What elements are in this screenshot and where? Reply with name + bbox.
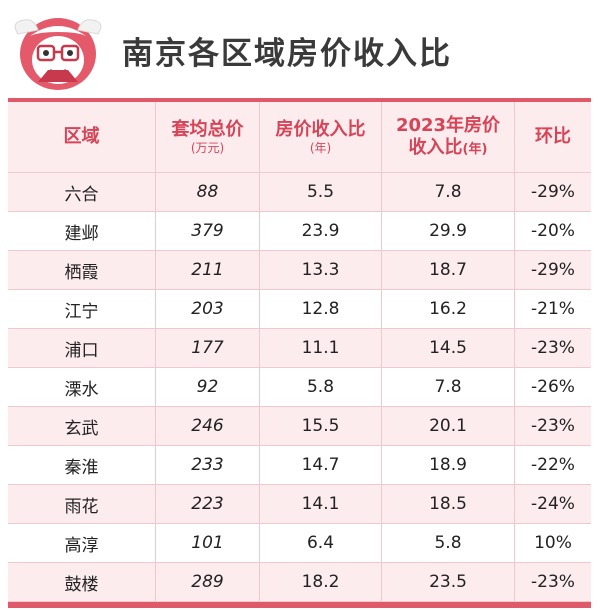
cell-district: 江宁 xyxy=(8,290,156,328)
cell-district: 秦淮 xyxy=(8,446,156,484)
cell-district: 溧水 xyxy=(8,368,156,406)
table-row: 鼓楼 289 18.2 23.5 -23% xyxy=(8,563,591,602)
cell-ratio-2023: 14.5 xyxy=(382,329,515,367)
data-table: 区域 套均总价 (万元) 房价收入比 (年) 2023年房价 收入比(年) 环比… xyxy=(8,98,591,608)
cell-ratio-2023: 18.7 xyxy=(382,251,515,289)
cell-district: 鼓楼 xyxy=(8,563,156,601)
cell-change: 10% xyxy=(534,533,572,553)
cell-ratio-2023: 7.8 xyxy=(382,368,515,406)
table-row: 栖霞 211 13.3 18.7 -29% xyxy=(8,251,591,290)
cell-change: -23% xyxy=(531,572,575,592)
cell-ratio-2023: 7.8 xyxy=(382,173,515,211)
cell-ratio: 11.1 xyxy=(260,329,382,367)
cell-ratio: 23.9 xyxy=(260,212,382,250)
cell-avg-price: 203 xyxy=(156,290,260,328)
cell-district: 六合 xyxy=(8,173,156,211)
header-avg-price: 套均总价 (万元) xyxy=(156,102,260,172)
cell-ratio: 15.5 xyxy=(260,407,382,445)
table-row: 浦口 177 11.1 14.5 -23% xyxy=(8,329,591,368)
cell-avg-price: 101 xyxy=(156,524,260,562)
mascot-logo-icon xyxy=(14,18,102,90)
header-change: 环比 xyxy=(535,126,571,148)
cell-district: 栖霞 xyxy=(8,251,156,289)
cell-district: 建邺 xyxy=(8,212,156,250)
table-bottom-border xyxy=(8,602,591,608)
cell-ratio: 5.5 xyxy=(260,173,382,211)
cell-ratio: 5.8 xyxy=(260,368,382,406)
header-ratio: 房价收入比 (年) xyxy=(260,102,382,172)
cell-change: -23% xyxy=(531,338,575,358)
cell-ratio-2023: 20.1 xyxy=(382,407,515,445)
table-top-border xyxy=(8,98,591,102)
cell-ratio: 14.1 xyxy=(260,485,382,523)
cell-avg-price: 88 xyxy=(156,173,260,211)
header-ratio-2023: 2023年房价 收入比(年) xyxy=(382,102,515,172)
header-district: 区域 xyxy=(8,102,156,172)
cell-change: -26% xyxy=(531,377,575,397)
header: 南京各区域房价收入比 xyxy=(0,0,600,95)
cell-ratio-2023: 16.2 xyxy=(382,290,515,328)
table-row: 高淳 101 6.4 5.8 10% xyxy=(8,524,591,563)
cell-district: 雨花 xyxy=(8,485,156,523)
cell-avg-price: 289 xyxy=(156,563,260,601)
cell-ratio-2023: 18.5 xyxy=(382,485,515,523)
cell-ratio-2023: 29.9 xyxy=(382,212,515,250)
cell-ratio-2023: 23.5 xyxy=(382,563,515,601)
cell-change: -22% xyxy=(531,455,575,475)
cell-district: 浦口 xyxy=(8,329,156,367)
cell-ratio-2023: 18.9 xyxy=(382,446,515,484)
cell-avg-price: 211 xyxy=(156,251,260,289)
cell-ratio: 6.4 xyxy=(260,524,382,562)
table-row: 江宁 203 12.8 16.2 -21% xyxy=(8,290,591,329)
cell-ratio-2023: 5.8 xyxy=(382,524,515,562)
table-row: 六合 88 5.5 7.8 -29% xyxy=(8,173,591,212)
cell-change: -24% xyxy=(531,494,575,514)
cell-ratio: 13.3 xyxy=(260,251,382,289)
cell-avg-price: 379 xyxy=(156,212,260,250)
table-header-row: 区域 套均总价 (万元) 房价收入比 (年) 2023年房价 收入比(年) 环比 xyxy=(8,102,591,173)
cell-district: 高淳 xyxy=(8,524,156,562)
cell-ratio: 12.8 xyxy=(260,290,382,328)
cell-ratio: 14.7 xyxy=(260,446,382,484)
cell-change: -29% xyxy=(531,182,575,202)
cell-avg-price: 177 xyxy=(156,329,260,367)
cell-change: -21% xyxy=(531,299,575,319)
table-row: 雨花 223 14.1 18.5 -24% xyxy=(8,485,591,524)
cell-change: -20% xyxy=(531,221,575,241)
table-row: 秦淮 233 14.7 18.9 -22% xyxy=(8,446,591,485)
table-row: 建邺 379 23.9 29.9 -20% xyxy=(8,212,591,251)
table-body: 六合 88 5.5 7.8 -29% 建邺 379 23.9 29.9 -20% 栖霞 211 13.3… xyxy=(8,173,591,602)
cell-change: -23% xyxy=(531,416,575,436)
page-title: 南京各区域房价收入比 xyxy=(122,36,452,72)
cell-avg-price: 233 xyxy=(156,446,260,484)
cell-avg-price: 246 xyxy=(156,407,260,445)
cell-ratio: 18.2 xyxy=(260,563,382,601)
table-row: 溧水 92 5.8 7.8 -26% xyxy=(8,368,591,407)
cell-avg-price: 223 xyxy=(156,485,260,523)
cell-district: 玄武 xyxy=(8,407,156,445)
cell-change: -29% xyxy=(531,260,575,280)
cell-avg-price: 92 xyxy=(156,368,260,406)
table-row: 玄武 246 15.5 20.1 -23% xyxy=(8,407,591,446)
